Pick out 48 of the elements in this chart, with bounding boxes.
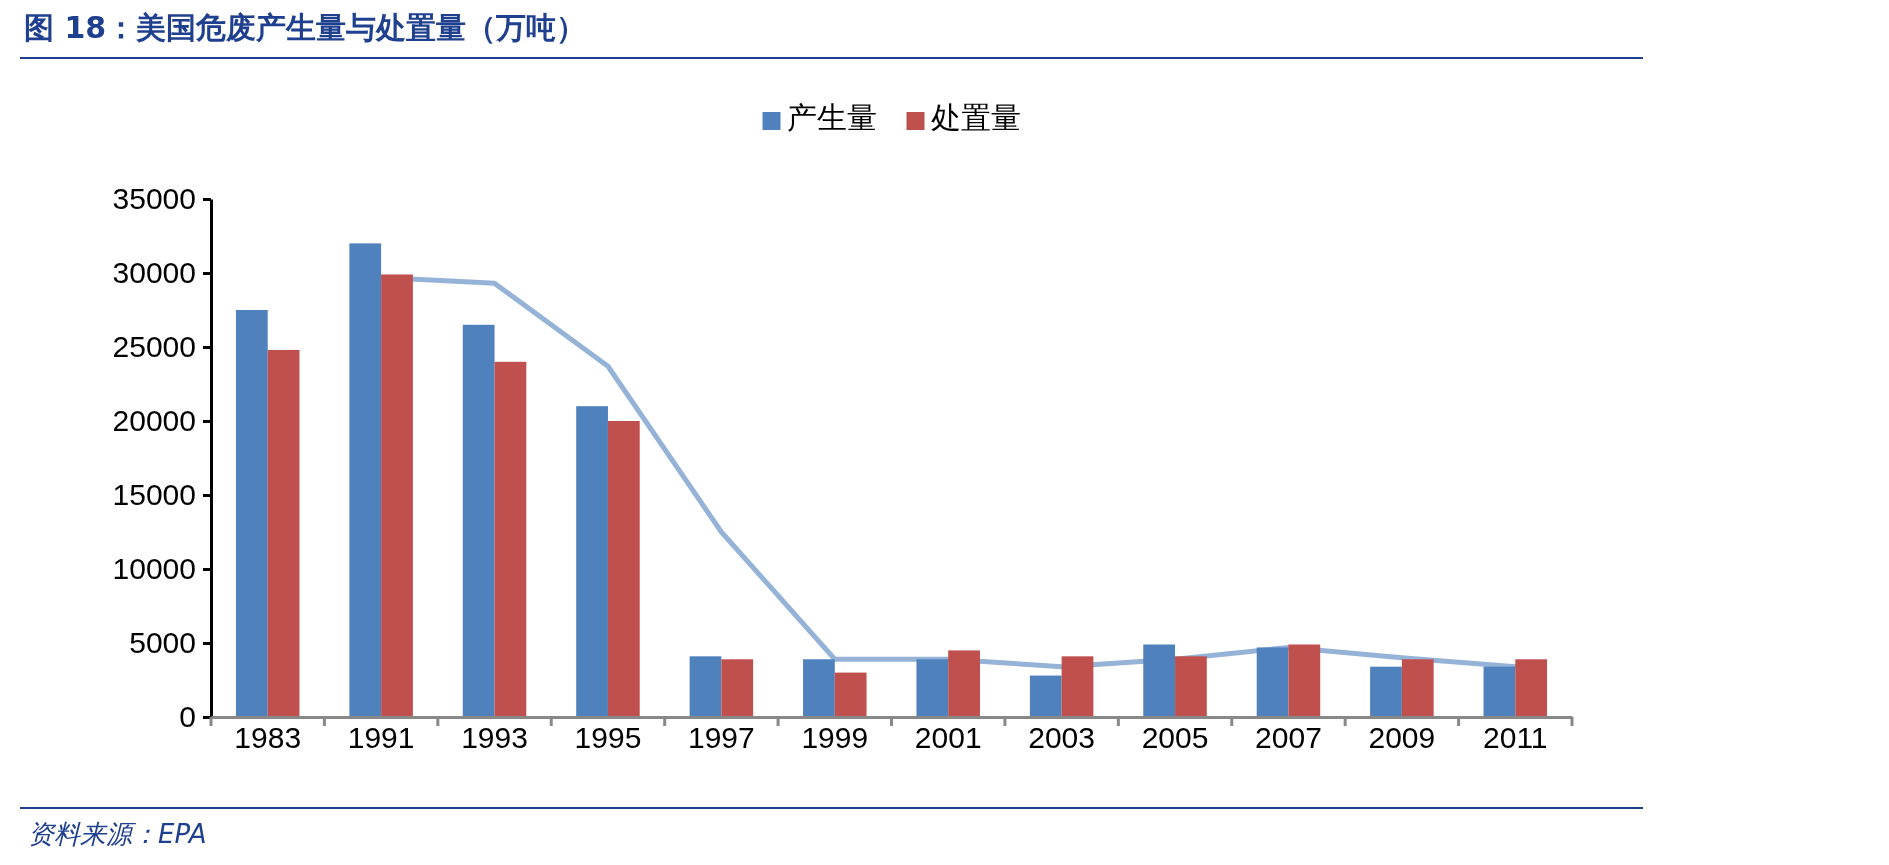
x-tick-label: 1999 <box>801 721 869 754</box>
y-tick-label: 30000 <box>112 256 196 290</box>
bar <box>834 672 867 717</box>
bar <box>1401 659 1434 717</box>
y-tick-label: 0 <box>179 700 196 734</box>
bar <box>1143 644 1176 717</box>
y-tick-label: 10000 <box>112 552 196 586</box>
x-tick-label: 1995 <box>574 721 642 754</box>
bar <box>1483 666 1516 717</box>
bar <box>235 310 268 717</box>
bar <box>1515 659 1548 717</box>
bar <box>1288 644 1321 717</box>
x-tick-label: 1983 <box>234 721 302 754</box>
bar <box>381 274 413 717</box>
x-tick-label: 1997 <box>688 721 755 754</box>
y-tick-label: 15000 <box>112 478 196 512</box>
bar <box>1175 656 1207 717</box>
y-tick-label: 5000 <box>129 626 196 660</box>
x-tick-label: 1991 <box>347 721 415 754</box>
x-tick-label: 2007 <box>1255 721 1322 754</box>
bar <box>916 659 949 717</box>
bar <box>267 349 300 717</box>
chart-title: 图 18：美国危废产生量与处置量（万吨） <box>24 10 587 45</box>
x-tick-label: 1993 <box>461 721 528 754</box>
bar <box>689 656 722 717</box>
bar <box>1370 666 1402 717</box>
bar <box>576 406 608 717</box>
bar <box>494 361 527 717</box>
legend-label: 产生量 <box>786 100 877 135</box>
bar <box>803 659 835 717</box>
bar <box>1029 675 1062 717</box>
legend-label: 处置量 <box>930 100 1021 135</box>
bar <box>462 324 495 717</box>
bar <box>948 650 980 717</box>
bar <box>721 659 754 717</box>
text: 资料来源：EPA <box>28 819 207 849</box>
bar <box>607 421 640 717</box>
y-tick-label: 20000 <box>112 404 196 438</box>
x-tick-label: 2003 <box>1028 721 1095 754</box>
bar <box>1061 656 1094 717</box>
y-tick-label: 35000 <box>112 182 196 216</box>
x-tick-label: 2009 <box>1368 721 1436 754</box>
bar <box>1256 647 1289 717</box>
y-tick-label: 25000 <box>112 330 196 364</box>
x-tick-label: 2011 <box>1483 721 1548 754</box>
x-tick-label: 2001 <box>914 721 982 754</box>
x-tick-label: 2005 <box>1141 721 1209 754</box>
bar <box>349 243 382 717</box>
